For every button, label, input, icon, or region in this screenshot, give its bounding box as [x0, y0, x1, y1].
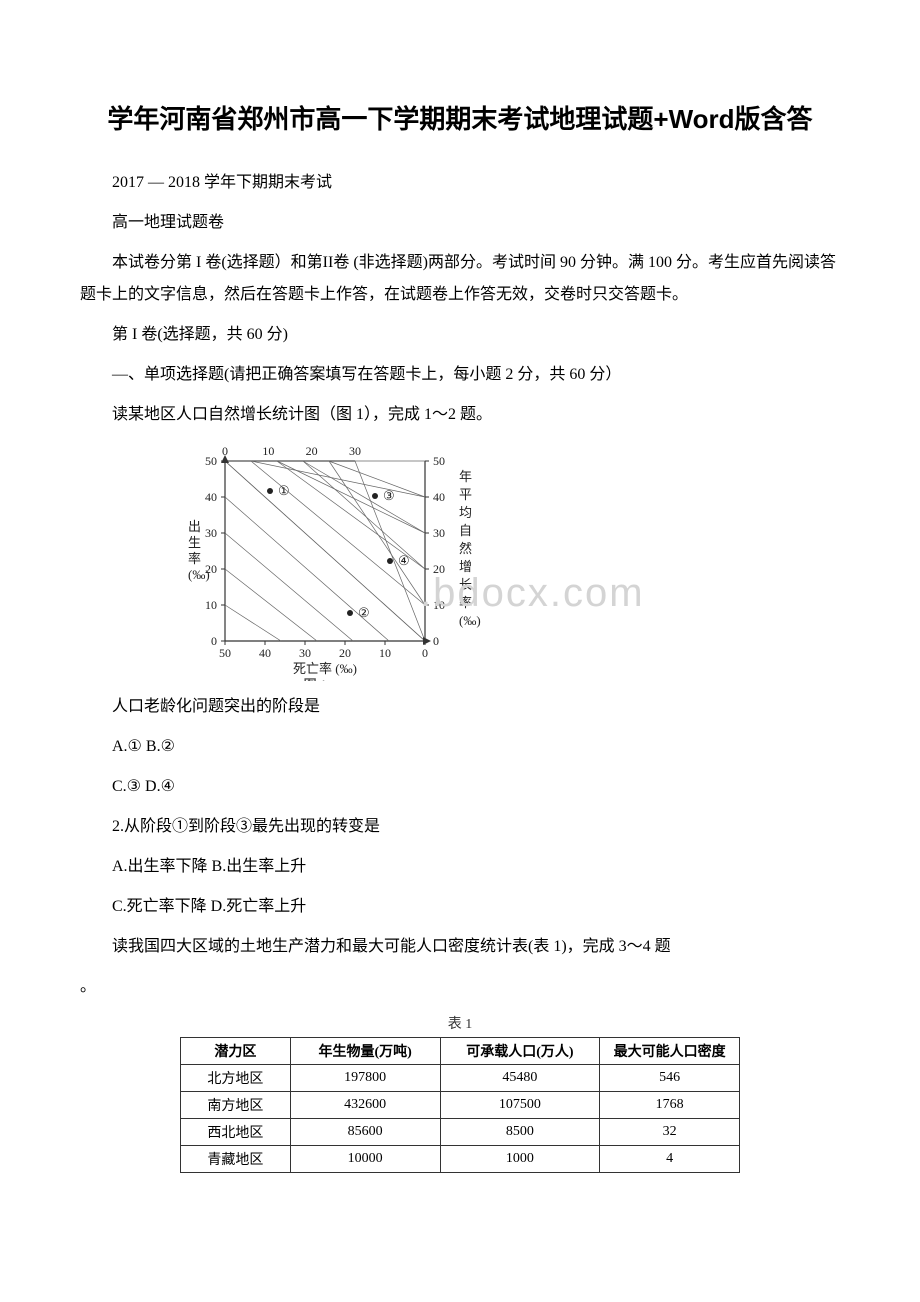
table-header-cell: 潜力区: [181, 1038, 291, 1065]
table-cell: 107500: [440, 1092, 600, 1119]
question-2-options-cd: C.死亡率下降 D.死亡率上升: [80, 891, 840, 923]
svg-text:50: 50: [433, 454, 445, 468]
svg-text:出: 出: [188, 519, 201, 534]
question-2-stem: 2.从阶段①到阶段③最先出现的转变是: [80, 811, 840, 843]
table-cell: 青藏地区: [181, 1146, 291, 1173]
svg-text:(‰): (‰): [188, 567, 210, 582]
figure-1-intro: 读某地区人口自然增长统计图（图 1），完成 1～2 题。: [80, 399, 840, 431]
table-body: 北方地区19780045480546南方地区4326001075001768西北…: [181, 1065, 740, 1173]
table-1: 潜力区年生物量(万吨)可承载人口(万人)最大可能人口密度 北方地区1978004…: [180, 1037, 740, 1173]
table-cell: 西北地区: [181, 1119, 291, 1146]
table-cell: 南方地区: [181, 1092, 291, 1119]
table-row: 青藏地区1000010004: [181, 1146, 740, 1173]
table-1-intro-text: 读我国四大区域的土地生产潜力和最大可能人口密度统计表(表 1)，完成 3～4 题: [112, 938, 671, 955]
svg-text:增: 增: [459, 559, 472, 574]
svg-text:40: 40: [259, 646, 271, 660]
table-cell: 10000: [290, 1146, 440, 1173]
svg-text:50: 50: [205, 454, 217, 468]
table-header-cell: 最大可能人口密度: [600, 1038, 740, 1065]
table-cell: 85600: [290, 1119, 440, 1146]
svg-text:50: 50: [219, 646, 231, 660]
svg-text:③: ③: [383, 488, 395, 503]
table-cell: 8500: [440, 1119, 600, 1146]
svg-text:20: 20: [339, 646, 351, 660]
table-header-row: 潜力区年生物量(万吨)可承载人口(万人)最大可能人口密度: [181, 1038, 740, 1065]
svg-text:长: 长: [459, 577, 472, 592]
svg-text:30: 30: [205, 526, 217, 540]
chart-figure-1: 5040302010050403020100504030201000102030…: [170, 441, 530, 681]
svg-text:10: 10: [262, 444, 274, 458]
svg-text:年: 年: [459, 469, 472, 484]
table-1-container: 表 1 潜力区年生物量(万吨)可承载人口(万人)最大可能人口密度 北方地区197…: [180, 1013, 740, 1173]
table-cell: 4: [600, 1146, 740, 1173]
svg-text:率: 率: [459, 595, 472, 610]
svg-text:0: 0: [433, 634, 439, 648]
table-cell: 1000: [440, 1146, 600, 1173]
question-1-options-cd: C.③ D.④: [80, 771, 840, 803]
svg-text:死亡率 (‰): 死亡率 (‰): [293, 661, 357, 676]
figure-1-container: .bdocx.com 50403020100504030201005040302…: [170, 441, 840, 681]
svg-text:然: 然: [459, 541, 472, 556]
svg-text:40: 40: [433, 490, 445, 504]
table-cell: 546: [600, 1065, 740, 1092]
svg-text:30: 30: [349, 444, 361, 458]
instructions: —、单项选择题(请把正确答案填写在答题卡上，每小题 2 分，共 60 分）: [80, 359, 840, 391]
subtitle-subject: 高一地理试题卷: [80, 207, 840, 239]
question-1-options-ab: A.① B.②: [80, 731, 840, 763]
svg-text:自: 自: [459, 523, 472, 538]
table-cell: 1768: [600, 1092, 740, 1119]
question-2-options-ab: A.出生率下降 B.出生率上升: [80, 851, 840, 883]
svg-text:(‰): (‰): [459, 613, 481, 628]
table-cell: 32: [600, 1119, 740, 1146]
svg-text:30: 30: [433, 526, 445, 540]
svg-text:均: 均: [459, 505, 472, 520]
page-title: 学年河南省郑州市高一下学期期末考试地理试题+Word版含答: [80, 100, 840, 139]
table-1-intro-end: 。: [80, 971, 840, 1003]
table-cell: 197800: [290, 1065, 440, 1092]
svg-text:图 1: 图 1: [304, 677, 327, 681]
svg-text:20: 20: [433, 562, 445, 576]
table-cell: 45480: [440, 1065, 600, 1092]
svg-text:10: 10: [433, 598, 445, 612]
question-1-stem: 人口老龄化问题突出的阶段是: [80, 691, 840, 723]
svg-text:40: 40: [205, 490, 217, 504]
svg-text:④: ④: [398, 553, 410, 568]
svg-text:30: 30: [299, 646, 311, 660]
table-header-cell: 年生物量(万吨): [290, 1038, 440, 1065]
section-1-heading: 第 I 卷(选择题，共 60 分): [80, 319, 840, 351]
table-row: 南方地区4326001075001768: [181, 1092, 740, 1119]
table-row: 西北地区85600850032: [181, 1119, 740, 1146]
table-row: 北方地区19780045480546: [181, 1065, 740, 1092]
table-header-cell: 可承载人口(万人): [440, 1038, 600, 1065]
subtitle-year: 2017 — 2018 学年下期期末考试: [80, 167, 840, 199]
svg-text:率: 率: [188, 551, 201, 566]
svg-text:0: 0: [211, 634, 217, 648]
svg-text:①: ①: [278, 483, 290, 498]
table-cell: 432600: [290, 1092, 440, 1119]
table-1-caption: 表 1: [180, 1013, 740, 1033]
table-cell: 北方地区: [181, 1065, 291, 1092]
svg-text:10: 10: [205, 598, 217, 612]
svg-text:0: 0: [422, 646, 428, 660]
svg-text:平: 平: [459, 487, 472, 502]
svg-text:10: 10: [379, 646, 391, 660]
table-1-intro: 读我国四大区域的土地生产潜力和最大可能人口密度统计表(表 1)，完成 3～4 题: [80, 931, 840, 963]
intro-paragraph: 本试卷分第 I 卷(选择题）和第II卷 (非选择题)两部分。考试时间 90 分钟…: [80, 247, 840, 311]
svg-text:②: ②: [358, 605, 370, 620]
svg-text:20: 20: [306, 444, 318, 458]
svg-text:生: 生: [188, 535, 201, 550]
